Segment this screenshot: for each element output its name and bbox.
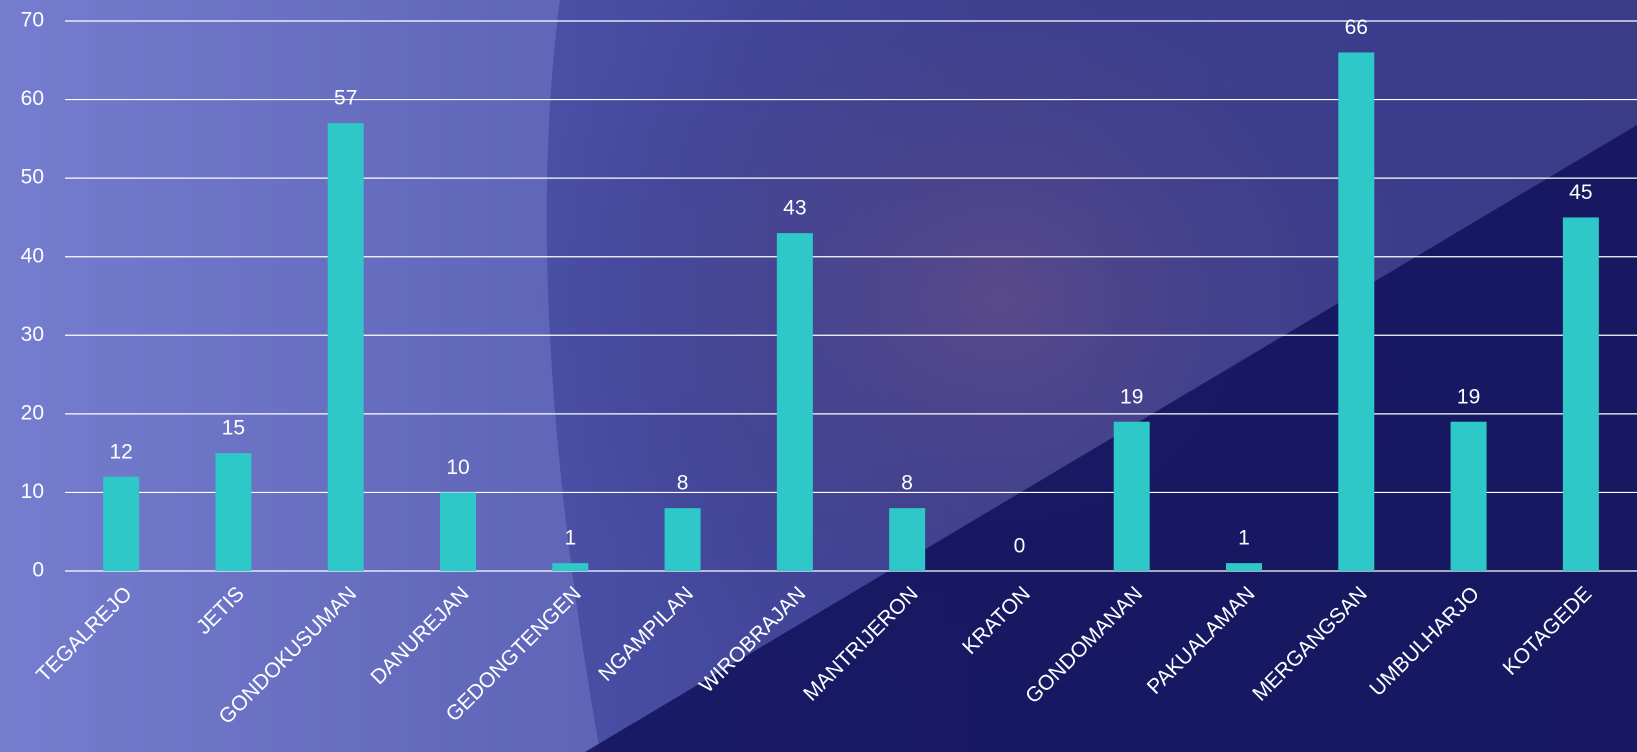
y-tick-label: 20: [21, 401, 44, 424]
data-label: 66: [1345, 16, 1368, 39]
data-label: 8: [901, 472, 913, 495]
bar: [103, 476, 140, 571]
bar: [1226, 563, 1262, 571]
data-label: 12: [109, 440, 132, 463]
data-label: 57: [334, 87, 357, 110]
data-label: 19: [1457, 385, 1480, 408]
data-label: 8: [677, 472, 689, 495]
data-label: 43: [783, 197, 806, 220]
data-label: 1: [1238, 527, 1250, 550]
bar: [215, 453, 252, 571]
bar: [1113, 421, 1150, 571]
bar: [1338, 52, 1375, 571]
bar: [776, 233, 813, 571]
data-label: 45: [1569, 181, 1592, 204]
bar: [440, 492, 476, 571]
y-tick-label: 50: [21, 166, 44, 189]
bar: [1562, 217, 1599, 571]
bar: [664, 508, 701, 571]
data-label: 0: [1014, 535, 1026, 558]
y-tick-label: 40: [21, 244, 44, 267]
bar: [327, 123, 364, 572]
y-tick-label: 30: [21, 323, 44, 346]
y-tick-label: 70: [21, 9, 44, 32]
y-tick-label: 60: [21, 87, 44, 110]
bar: [889, 508, 926, 571]
bar: [1450, 421, 1487, 571]
data-label: 10: [446, 456, 469, 479]
data-label: 15: [222, 417, 245, 440]
y-tick-label: 10: [21, 480, 44, 503]
y-tick-label: 0: [32, 559, 44, 582]
bar: [552, 563, 589, 571]
data-label: 19: [1120, 385, 1143, 408]
data-label: 1: [564, 527, 576, 550]
